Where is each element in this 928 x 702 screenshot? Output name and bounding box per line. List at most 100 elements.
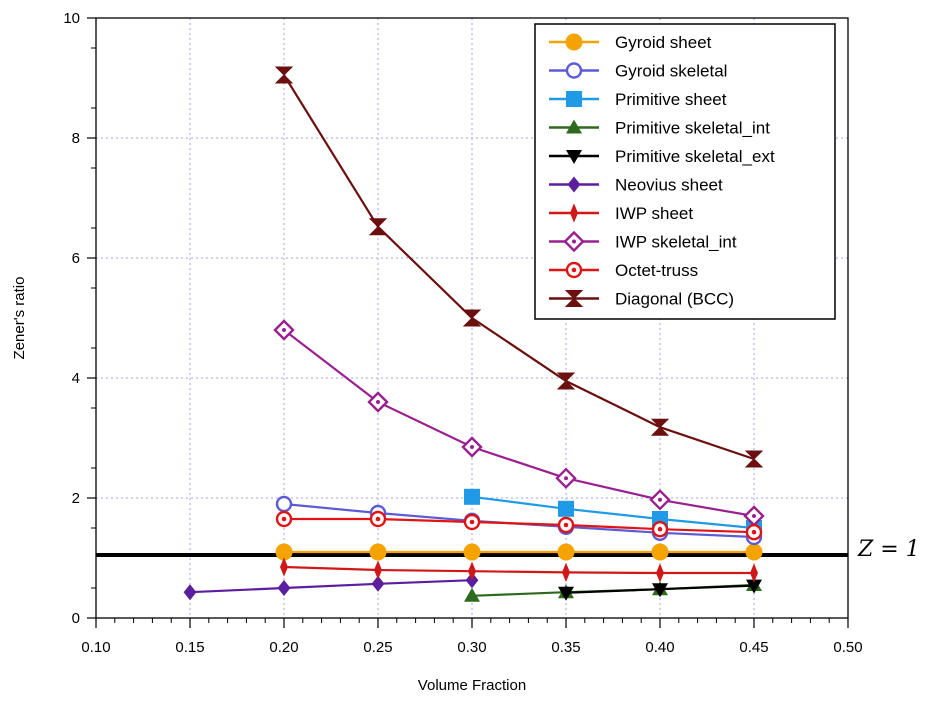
series-6 — [280, 557, 758, 583]
data-point — [371, 575, 385, 592]
series-line — [283, 329, 755, 518]
legend-item: IWP skeletal_int — [549, 230, 737, 253]
legend-label: Diagonal (BCC) — [615, 290, 734, 309]
data-point — [746, 579, 762, 594]
legend-label: IWP skeletal_int — [615, 233, 737, 252]
x-tick-label: 0.50 — [833, 639, 862, 656]
legend-marker — [565, 33, 583, 51]
legend-item: Octet-truss — [549, 261, 698, 280]
series-line — [283, 74, 755, 461]
x-tick-label: 0.40 — [645, 639, 674, 656]
y-tick-label: 0 — [72, 610, 80, 627]
data-point-dot — [752, 514, 756, 518]
data-point — [369, 543, 387, 561]
legend-item: Primitive skeletal_int — [549, 119, 770, 138]
data-point — [656, 563, 664, 583]
legend-label: Primitive skeletal_ext — [615, 147, 775, 166]
series-group — [183, 66, 765, 602]
data-point-dot — [564, 476, 568, 481]
legend-label: Primitive sheet — [615, 90, 727, 109]
legend-marker-dot — [572, 239, 576, 244]
x-axis-label: Volume Fraction — [418, 677, 526, 694]
data-point — [368, 218, 388, 236]
data-point-dot — [469, 519, 475, 525]
y-tick-label: 4 — [72, 370, 80, 387]
legend-label: Gyroid skeletal — [615, 62, 727, 81]
data-point-dot — [658, 497, 662, 502]
data-point-dot — [751, 529, 757, 535]
legend-item: Primitive sheet — [549, 90, 727, 109]
data-point — [183, 584, 197, 601]
data-point — [462, 309, 482, 327]
series-line — [284, 517, 755, 534]
data-point-dot — [282, 328, 286, 332]
series-0 — [275, 543, 763, 561]
data-point — [562, 562, 570, 582]
y-tick-label: 10 — [63, 10, 80, 27]
legend-label: IWP sheet — [615, 204, 693, 223]
x-tick-label: 0.35 — [551, 639, 580, 656]
legend-marker-dot — [571, 267, 577, 273]
legend-label: Octet-truss — [615, 261, 698, 280]
data-point — [556, 372, 576, 390]
series-9 — [274, 66, 764, 468]
axes: 0.10 0.15 0.20 0.25 0.30 0.35 0.40 0.45 0.50 0 2 4 6… — [63, 10, 862, 656]
data-point — [557, 543, 575, 561]
data-point — [277, 580, 291, 596]
data-point — [558, 586, 574, 601]
legend-marker — [566, 150, 582, 164]
data-point — [650, 418, 670, 436]
data-point — [750, 563, 758, 583]
data-point — [651, 543, 669, 561]
legend: Gyroid sheet Gyroid skeletal Primitive she… — [534, 23, 836, 320]
legend-item: IWP sheet — [549, 203, 693, 223]
data-point — [558, 500, 574, 517]
x-tick-label: 0.25 — [363, 639, 392, 656]
data-point-dot — [375, 516, 381, 522]
legend-marker — [566, 91, 582, 107]
data-point — [275, 495, 293, 513]
legend-label: Neovius sheet — [615, 176, 723, 195]
data-point — [464, 488, 480, 505]
legend-label: Primitive skeletal_int — [615, 119, 770, 138]
x-tick-label: 0.45 — [739, 639, 768, 656]
legend-marker — [570, 203, 578, 223]
y-axis-label: Zener's ratio — [11, 277, 28, 360]
legend-item: Gyroid sheet — [549, 33, 712, 52]
legend-marker — [567, 176, 581, 193]
series-4 — [558, 579, 762, 601]
x-tick-label: 0.20 — [269, 639, 298, 656]
data-point-dot — [376, 400, 380, 404]
legend-marker — [566, 119, 582, 134]
data-point-dot — [470, 445, 474, 449]
data-point-dot — [281, 516, 287, 522]
x-tick-label: 0.30 — [457, 639, 486, 656]
legend-label: Gyroid sheet — [615, 33, 712, 52]
data-point — [744, 450, 764, 468]
data-point-dot — [657, 526, 663, 532]
data-point — [463, 543, 481, 561]
x-tick-label: 0.10 — [81, 639, 110, 656]
data-point — [374, 560, 382, 580]
y-tick-label: 2 — [72, 490, 80, 507]
data-point-dot — [563, 522, 569, 528]
reference-line-label: Z = 1 — [857, 537, 920, 562]
legend-marker — [564, 290, 584, 307]
legend-marker — [565, 62, 583, 79]
series-7 — [273, 319, 765, 527]
legend-item: Neovius sheet — [549, 176, 723, 195]
data-point — [280, 557, 288, 577]
x-tick-label: 0.15 — [175, 639, 204, 656]
legend-item: Gyroid skeletal — [549, 62, 727, 81]
series-line — [471, 495, 755, 530]
series-8 — [275, 510, 763, 541]
data-point — [464, 587, 480, 602]
y-tick-label: 8 — [72, 130, 80, 147]
data-point — [468, 561, 476, 581]
data-point — [652, 583, 668, 598]
data-point — [745, 543, 763, 561]
y-tick-label: 6 — [72, 250, 80, 267]
legend-item: Diagonal (BCC) — [549, 290, 734, 309]
